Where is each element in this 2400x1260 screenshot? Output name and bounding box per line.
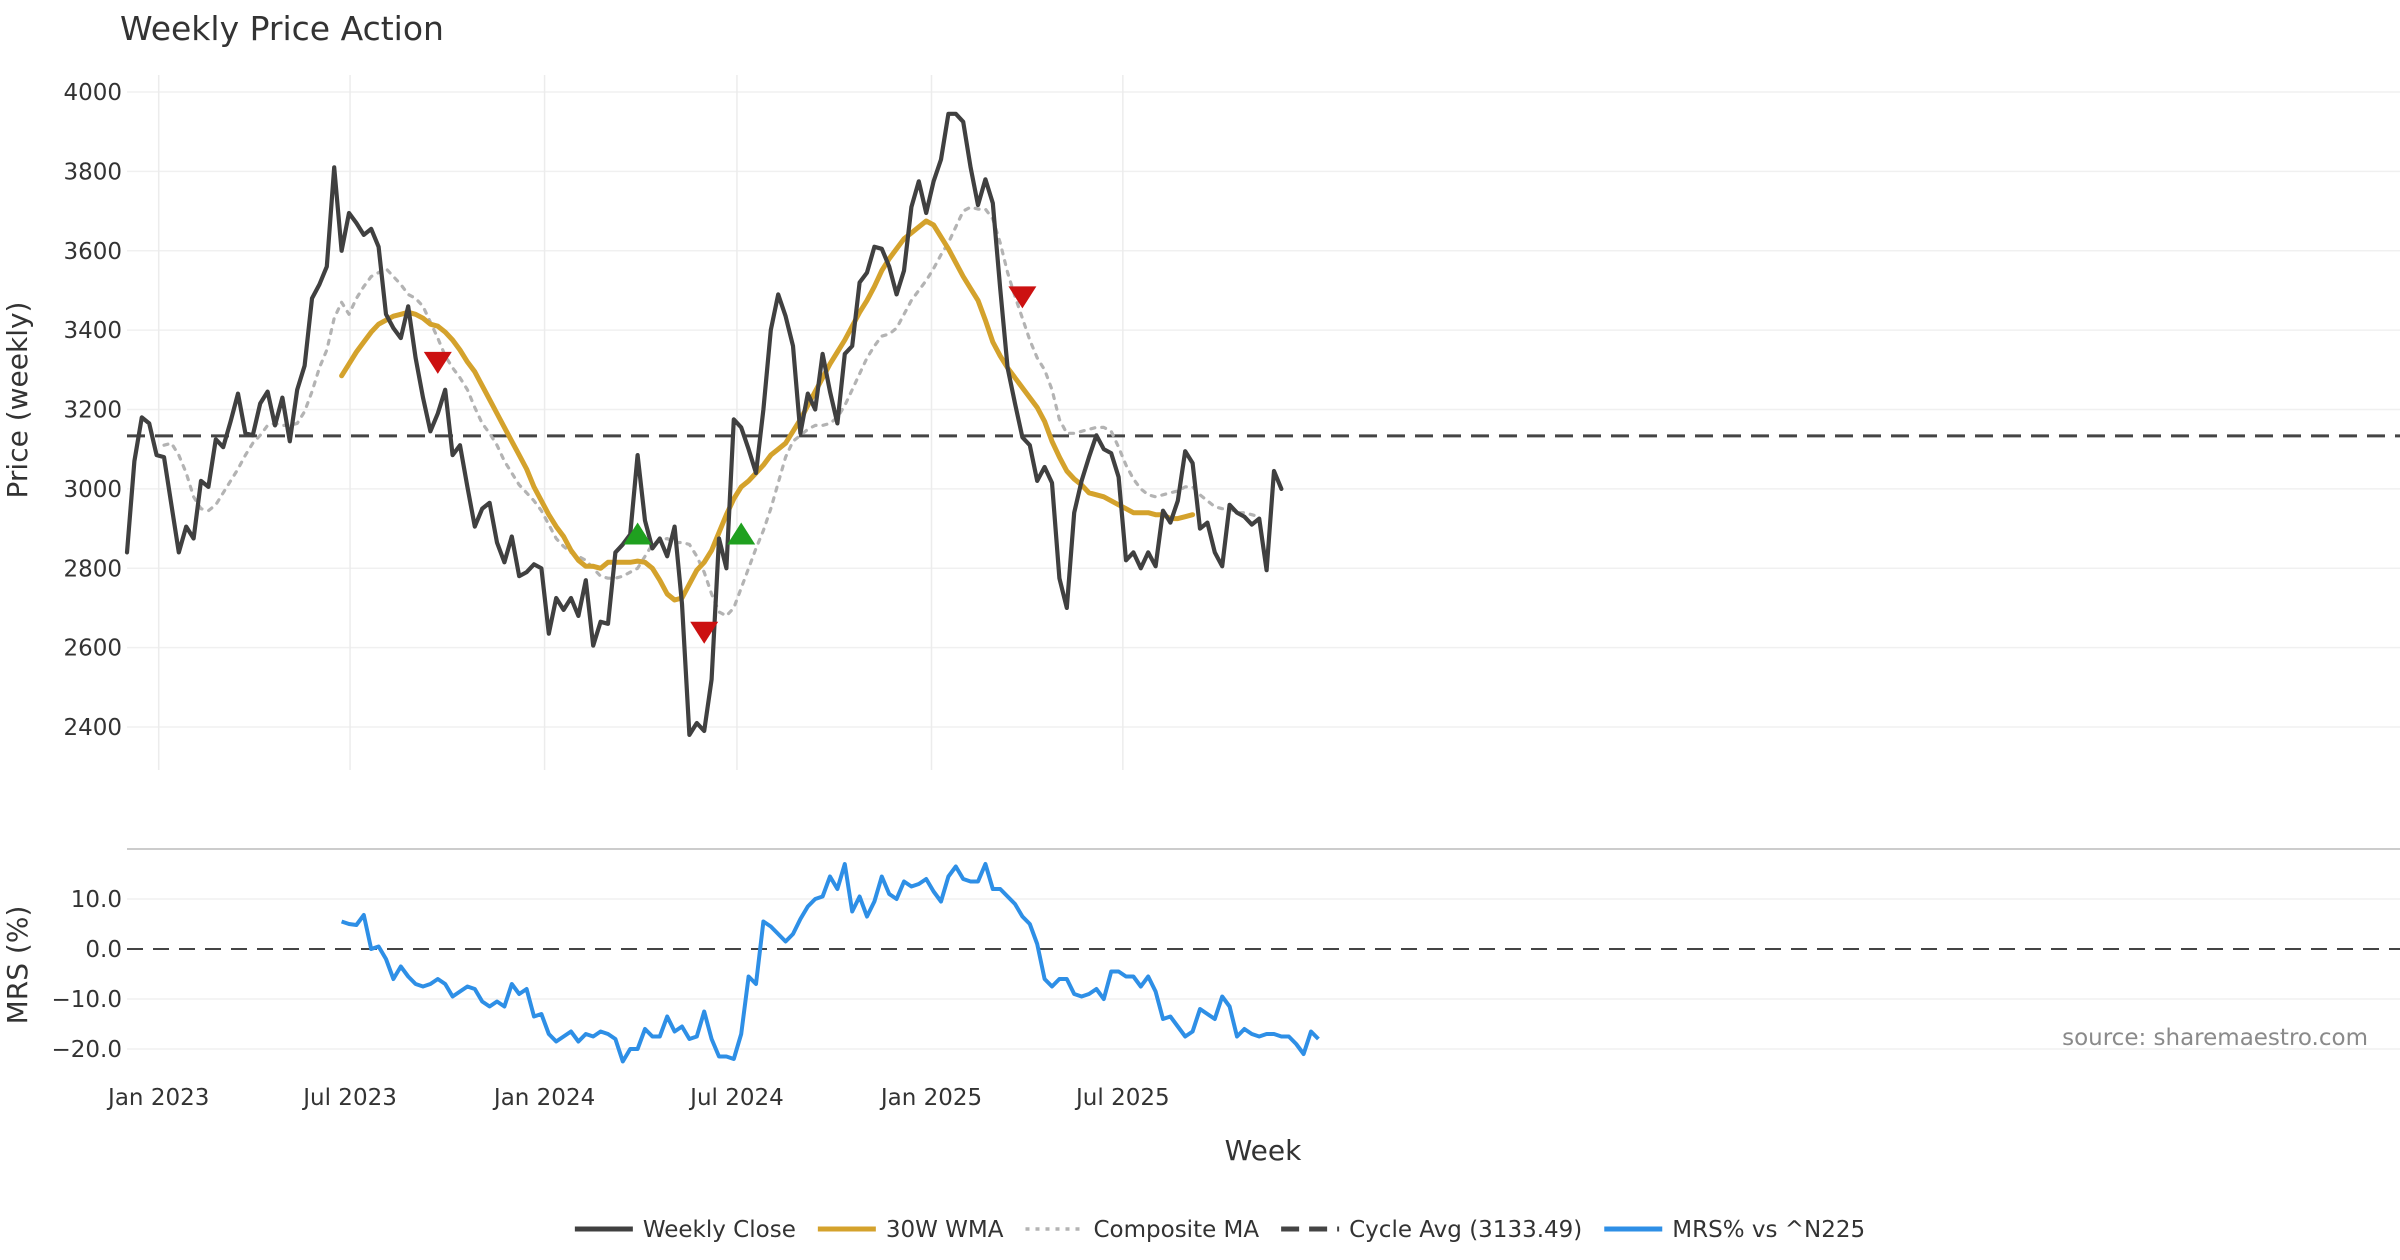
- wma-30w-line: [339, 218, 1196, 603]
- price-y-ticks: 2400 2600 2800 3000 3200 3400 3600 3800 4000: [63, 80, 122, 741]
- mrs-y-ticks: −20.0 −10.0 0.0 10.0: [52, 887, 122, 1063]
- x-tick-label: Jul 2023: [301, 1085, 397, 1111]
- mrs-y-tick-label: 10.0: [71, 887, 122, 913]
- price-y-tick-label: 3600: [63, 239, 122, 265]
- x-tick-label: Jan 2023: [106, 1085, 209, 1111]
- x-tick-label: Jan 2025: [879, 1085, 982, 1111]
- x-axis-ticks: Jan 2023 Jul 2023 Jan 2024 Jul 2024 Jan 2025…: [106, 1085, 1170, 1111]
- price-y-tick-label: 2800: [63, 556, 122, 582]
- price-panel: 2400 2600 2800 3000 3200 3400 3600 3800 4000: [63, 75, 2400, 770]
- price-y-tick-label: 2400: [63, 715, 122, 741]
- source-annotation: source: sharemaestro.com: [2062, 1025, 2368, 1051]
- mrs-y-axis-label: MRS (%): [1, 906, 34, 1025]
- x-tick-label: Jan 2024: [492, 1085, 595, 1111]
- price-series: [124, 111, 2400, 738]
- mrs-y-tick-label: 0.0: [85, 937, 122, 963]
- legend-label: Cycle Avg (3133.49): [1349, 1217, 1582, 1243]
- mrs-line: [340, 862, 1320, 1064]
- weekly-close-line: [124, 111, 1284, 738]
- chart-title: Weekly Price Action: [120, 9, 444, 48]
- legend-label: MRS% vs ^N225: [1672, 1217, 1865, 1243]
- x-tick-label: Jul 2024: [688, 1085, 784, 1111]
- x-axis-label: Week: [1225, 1134, 1302, 1167]
- price-y-tick-label: 2600: [63, 636, 122, 662]
- legend-label: 30W WMA: [886, 1217, 1004, 1243]
- price-y-tick-label: 3400: [63, 318, 122, 344]
- sell-signal-marker: [690, 621, 719, 644]
- price-y-tick-label: 4000: [63, 80, 122, 106]
- mrs-y-tick-label: −10.0: [52, 987, 122, 1013]
- mrs-panel: −20.0 −10.0 0.0 10.0: [52, 862, 2400, 1064]
- buy-signal-marker: [623, 522, 652, 545]
- mrs-gridlines: [127, 898, 2400, 1050]
- price-y-tick-label: 3800: [63, 159, 122, 185]
- sell-signal-marker: [1008, 286, 1037, 309]
- price-y-tick-label: 3000: [63, 477, 122, 503]
- legend-label: Composite MA: [1093, 1217, 1259, 1243]
- price-gridlines: [127, 75, 2400, 770]
- mrs-y-tick-label: −20.0: [52, 1037, 122, 1063]
- signal-markers: [423, 286, 1037, 644]
- buy-signal-marker: [727, 522, 756, 545]
- price-y-axis-label: Price (weekly): [1, 302, 34, 499]
- mrs-series: [340, 862, 1320, 1064]
- composite-ma-line: [162, 205, 1261, 618]
- sell-signal-marker: [423, 351, 452, 374]
- x-tick-label: Jul 2025: [1074, 1085, 1170, 1111]
- legend: Weekly Close 30W WMA Composite MA Cycle Avg…: [574, 1217, 1865, 1243]
- price-y-tick-label: 3200: [63, 398, 122, 424]
- legend-label: Weekly Close: [643, 1217, 796, 1243]
